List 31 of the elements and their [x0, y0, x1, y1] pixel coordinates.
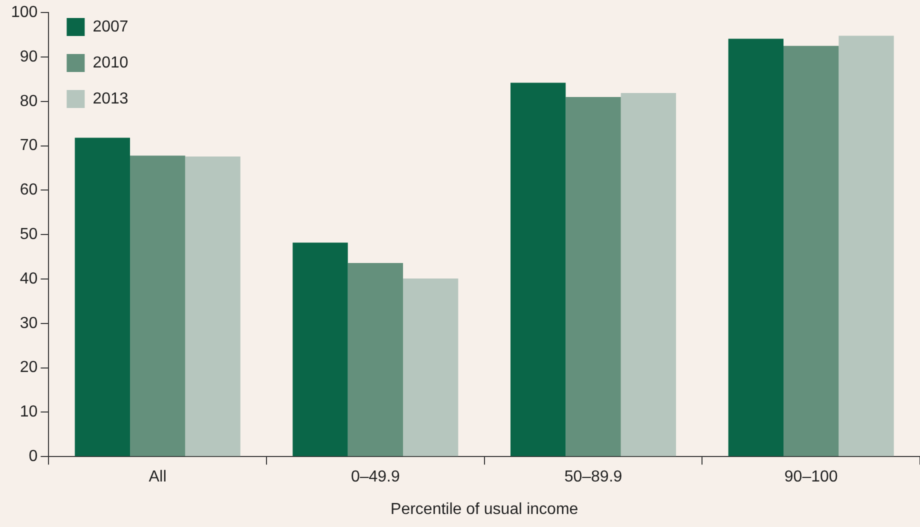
y-tick-label: 10 — [20, 404, 38, 421]
y-tick-label: 0 — [28, 448, 38, 466]
legend-label: 2010 — [92, 54, 128, 72]
y-tick-label: 20 — [20, 359, 38, 376]
bar — [74, 138, 130, 456]
y-tick-label: 60 — [20, 182, 38, 199]
bar — [566, 96, 621, 456]
bar — [838, 36, 894, 456]
y-tick-label: 100 — [10, 4, 38, 22]
bar — [783, 46, 839, 456]
x-tick-label: 90–100 — [784, 468, 838, 486]
bar — [185, 156, 240, 456]
bar — [510, 82, 566, 456]
y-tick-label: 30 — [20, 314, 38, 332]
x-tick-label: 0–49.9 — [350, 468, 400, 486]
legend-label: 2013 — [92, 90, 128, 108]
bar — [728, 38, 784, 456]
x-axis-title: Percentile of usual income — [390, 500, 578, 518]
y-tick-label: 40 — [20, 270, 38, 288]
x-tick-label: 50–89.9 — [564, 468, 622, 486]
bar — [130, 156, 186, 456]
y-tick-label: 70 — [20, 137, 38, 154]
legend-label: 2007 — [92, 18, 128, 36]
bar — [403, 278, 458, 456]
y-tick-label: 50 — [20, 226, 38, 244]
bar — [292, 242, 348, 456]
y-tick-label: 80 — [20, 92, 38, 110]
bar — [620, 92, 676, 456]
bar — [348, 263, 404, 456]
y-tick-label: 90 — [20, 48, 38, 66]
x-tick-label: All — [148, 468, 166, 486]
